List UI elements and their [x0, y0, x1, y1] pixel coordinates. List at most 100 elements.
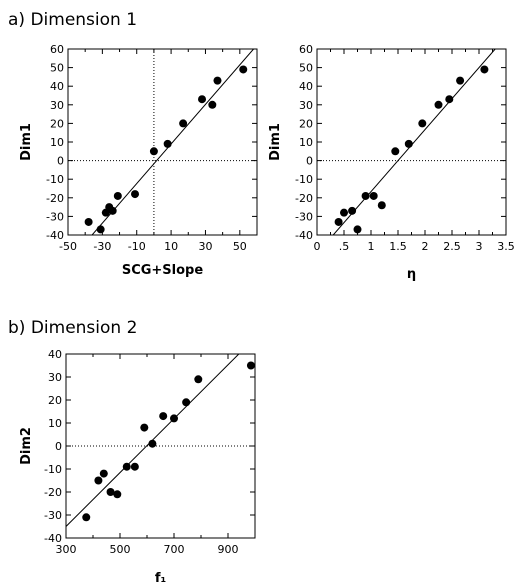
- data-point: [418, 119, 427, 128]
- y-tick-label: 40: [299, 80, 313, 93]
- data-point: [434, 100, 443, 109]
- y-tick-label: -10: [44, 463, 62, 476]
- data-point: [94, 476, 103, 485]
- data-point: [404, 139, 413, 148]
- y-axis-label: Dim1: [268, 123, 283, 161]
- data-point: [456, 76, 465, 85]
- x-tick-label: 1: [368, 240, 375, 253]
- y-tick-label: 30: [299, 99, 313, 112]
- y-axis-label: Dim1: [19, 123, 34, 161]
- data-point: [149, 147, 158, 156]
- y-tick-label: 40: [48, 348, 62, 361]
- data-point: [445, 95, 454, 104]
- data-point: [179, 119, 188, 128]
- x-axis-label: f₁: [155, 571, 166, 585]
- data-point: [96, 225, 105, 234]
- x-tick-label: 30: [198, 240, 212, 253]
- y-tick-label: 20: [299, 117, 313, 130]
- data-point: [198, 95, 207, 104]
- y-tick-label: 0: [55, 440, 62, 453]
- y-tick-label: -40: [295, 229, 313, 242]
- data-point: [194, 375, 203, 384]
- x-tick-label: 1.5: [389, 240, 407, 253]
- data-point: [170, 414, 178, 423]
- data-point: [182, 398, 191, 407]
- data-point: [163, 139, 172, 148]
- x-tick-label: 50: [233, 240, 247, 253]
- y-tick-label: 20: [48, 394, 62, 407]
- y-tick-label: 20: [50, 117, 64, 130]
- data-point: [99, 469, 108, 478]
- x-axis-label: SCG+Slope: [122, 263, 204, 278]
- data-point: [140, 423, 149, 432]
- y-tick-label: -30: [46, 210, 64, 223]
- x-tick-label: 700: [164, 543, 185, 556]
- scatter-plot-dim2-vs-f1: 300 500 700 900 -40 -30 -20 -10 0 10 20 30 40 f₁ Dim2: [19, 348, 256, 585]
- y-tick-label: -40: [46, 229, 64, 242]
- y-tick-label: 10: [48, 417, 62, 430]
- data-point: [113, 191, 122, 200]
- data-point: [82, 513, 91, 522]
- x-tick-label: 0: [314, 240, 321, 253]
- x-tick-label: 3.5: [497, 240, 515, 253]
- y-tick-label: -40: [44, 532, 62, 545]
- y-tick-label: -30: [295, 210, 313, 223]
- y-tick-label: 50: [50, 62, 64, 75]
- y-tick-label: 60: [299, 43, 313, 56]
- section-label-dimension-1: a) Dimension 1: [8, 10, 137, 30]
- x-tick-label: 2: [422, 240, 429, 253]
- section-label-dimension-2: b) Dimension 2: [8, 318, 137, 338]
- data-point: [480, 65, 489, 74]
- data-point: [131, 190, 140, 199]
- data-point: [159, 412, 168, 421]
- fit-line: [332, 49, 496, 235]
- y-tick-label: 40: [50, 80, 64, 93]
- data-point: [391, 147, 400, 156]
- y-tick-label: 0: [306, 155, 313, 168]
- y-tick-label: 30: [50, 99, 64, 112]
- x-tick-label: 10: [164, 240, 178, 253]
- data-point: [213, 76, 222, 85]
- data-point: [353, 225, 362, 234]
- data-point: [369, 191, 378, 200]
- y-tick-label: -10: [46, 173, 64, 186]
- scatter-plot-dim1-vs-scg-slope: -50 -30 -10 10 30 50 -40 -30 -20 -10 0 10 20 30 40 50 60…: [19, 43, 258, 278]
- fit-line: [91, 49, 254, 235]
- x-tick-label: -10: [128, 240, 146, 253]
- y-tick-label: 60: [50, 43, 64, 56]
- y-tick-label: 50: [299, 62, 313, 75]
- data-point: [84, 217, 93, 226]
- x-tick-label: 300: [56, 543, 77, 556]
- y-tick-label: 10: [50, 136, 64, 149]
- y-tick-label: 10: [299, 136, 313, 149]
- x-tick-label: 3: [476, 240, 483, 253]
- plot-frame: [65, 353, 256, 539]
- data-point: [246, 361, 255, 370]
- y-tick-label: -20: [295, 192, 313, 205]
- data-point: [334, 217, 343, 226]
- data-point: [106, 488, 115, 496]
- data-point: [208, 100, 217, 109]
- plot-frame: [67, 48, 258, 236]
- scatter-plot-dim1-vs-eta: 0 .5 1 1.5 2 2.5 3 3.5 -40 -30 -20 -10 0 10 20 30 40 50 60…: [268, 43, 515, 282]
- y-tick-label: 0: [57, 155, 64, 168]
- x-tick-label: -30: [93, 240, 111, 253]
- y-tick-label: 30: [48, 371, 62, 384]
- data-point: [361, 191, 370, 200]
- data-point: [340, 208, 348, 217]
- y-tick-label: -10: [295, 173, 313, 186]
- x-tick-label: 500: [110, 543, 131, 556]
- data-point: [130, 462, 139, 471]
- x-tick-label: -50: [59, 240, 77, 253]
- y-tick-label: -20: [44, 486, 62, 499]
- data-point: [122, 462, 131, 471]
- data-point: [113, 490, 122, 499]
- data-point: [377, 201, 386, 210]
- y-tick-label: -30: [44, 509, 62, 522]
- data-point: [239, 65, 248, 74]
- y-axis-label: Dim2: [19, 427, 34, 465]
- data-point: [148, 439, 157, 448]
- x-tick-label: 900: [218, 543, 239, 556]
- x-axis-label: η: [407, 267, 416, 282]
